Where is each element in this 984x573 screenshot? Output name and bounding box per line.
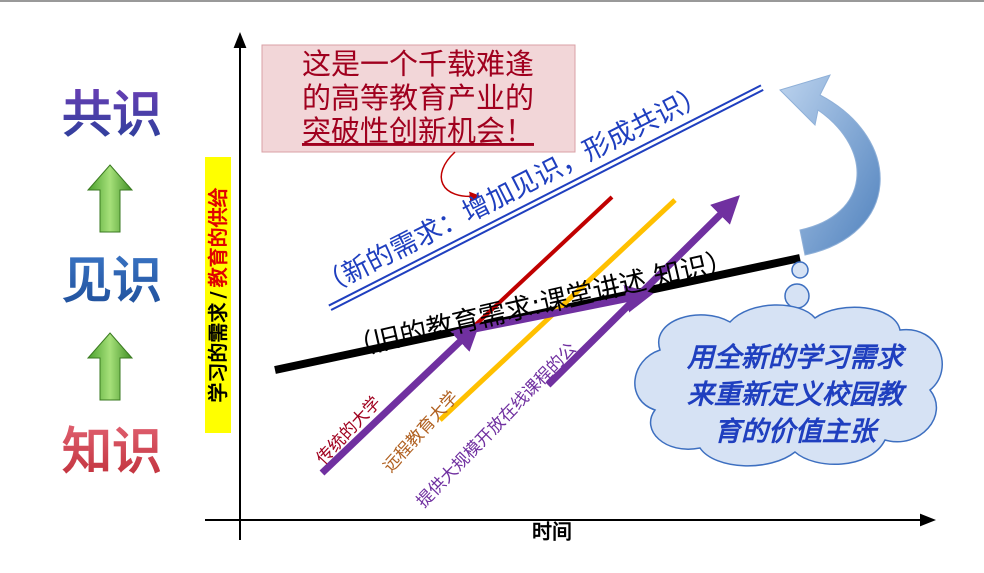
y-label-part: 学习的需求 [206, 302, 230, 403]
callout-line: 这是一个千载难逢 [302, 47, 534, 81]
y-label-part: 教育的供给 [206, 187, 230, 287]
up-arrow [86, 164, 134, 233]
cloud-line: 来重新定义校园教 [687, 380, 907, 411]
purple-arrow [545, 195, 740, 388]
y-label-sep: / [206, 291, 230, 299]
callout-connector [440, 151, 481, 203]
callout-line: 的高等教育产业的 [302, 81, 534, 115]
y-axis-label: 学习的需求 / 教育的供给 [205, 157, 231, 433]
cloud [634, 304, 943, 467]
curved-arrow [779, 74, 881, 256]
cloud-bubble [784, 283, 810, 309]
y-axis-label-text: 学习的需求 / 教育的供给 [206, 187, 230, 402]
underline [330, 88, 764, 311]
up-arrow [86, 332, 134, 401]
highlight [205, 157, 231, 433]
cloud-bubble [791, 261, 809, 279]
label-consensus: 共识 [62, 86, 162, 144]
callout-line: 突破性创新机会！ [302, 114, 534, 148]
purple-arrow [319, 322, 481, 476]
label-insight: 见识 [62, 252, 162, 310]
underline [328, 84, 762, 307]
label-knowledge: 知识 [62, 423, 162, 481]
purple-arrow [469, 285, 654, 334]
traditional-line [468, 195, 614, 332]
callout-box [261, 44, 576, 153]
cloud-line: 育的价值主张 [714, 417, 880, 448]
traditional-label: 传统的大学 [313, 393, 386, 469]
cloud-line: 用全新的学习需求 [686, 343, 907, 374]
x-axis-label: 时间 [532, 520, 572, 544]
